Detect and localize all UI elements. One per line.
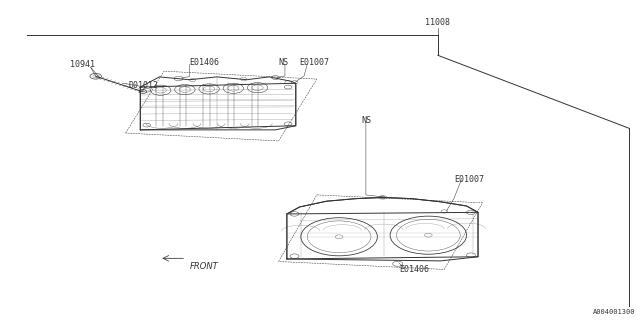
Text: E01007: E01007 — [299, 58, 329, 67]
Text: FRONT: FRONT — [189, 262, 218, 271]
Text: E01007: E01007 — [454, 174, 484, 184]
Text: 11008: 11008 — [426, 18, 451, 27]
Text: 10941: 10941 — [70, 60, 95, 69]
Text: D01012: D01012 — [129, 81, 159, 90]
Text: A004001300: A004001300 — [593, 309, 636, 316]
Text: E01406: E01406 — [189, 58, 220, 67]
Text: E01406: E01406 — [399, 265, 429, 274]
Text: NS: NS — [278, 58, 289, 67]
Text: NS: NS — [362, 116, 371, 125]
